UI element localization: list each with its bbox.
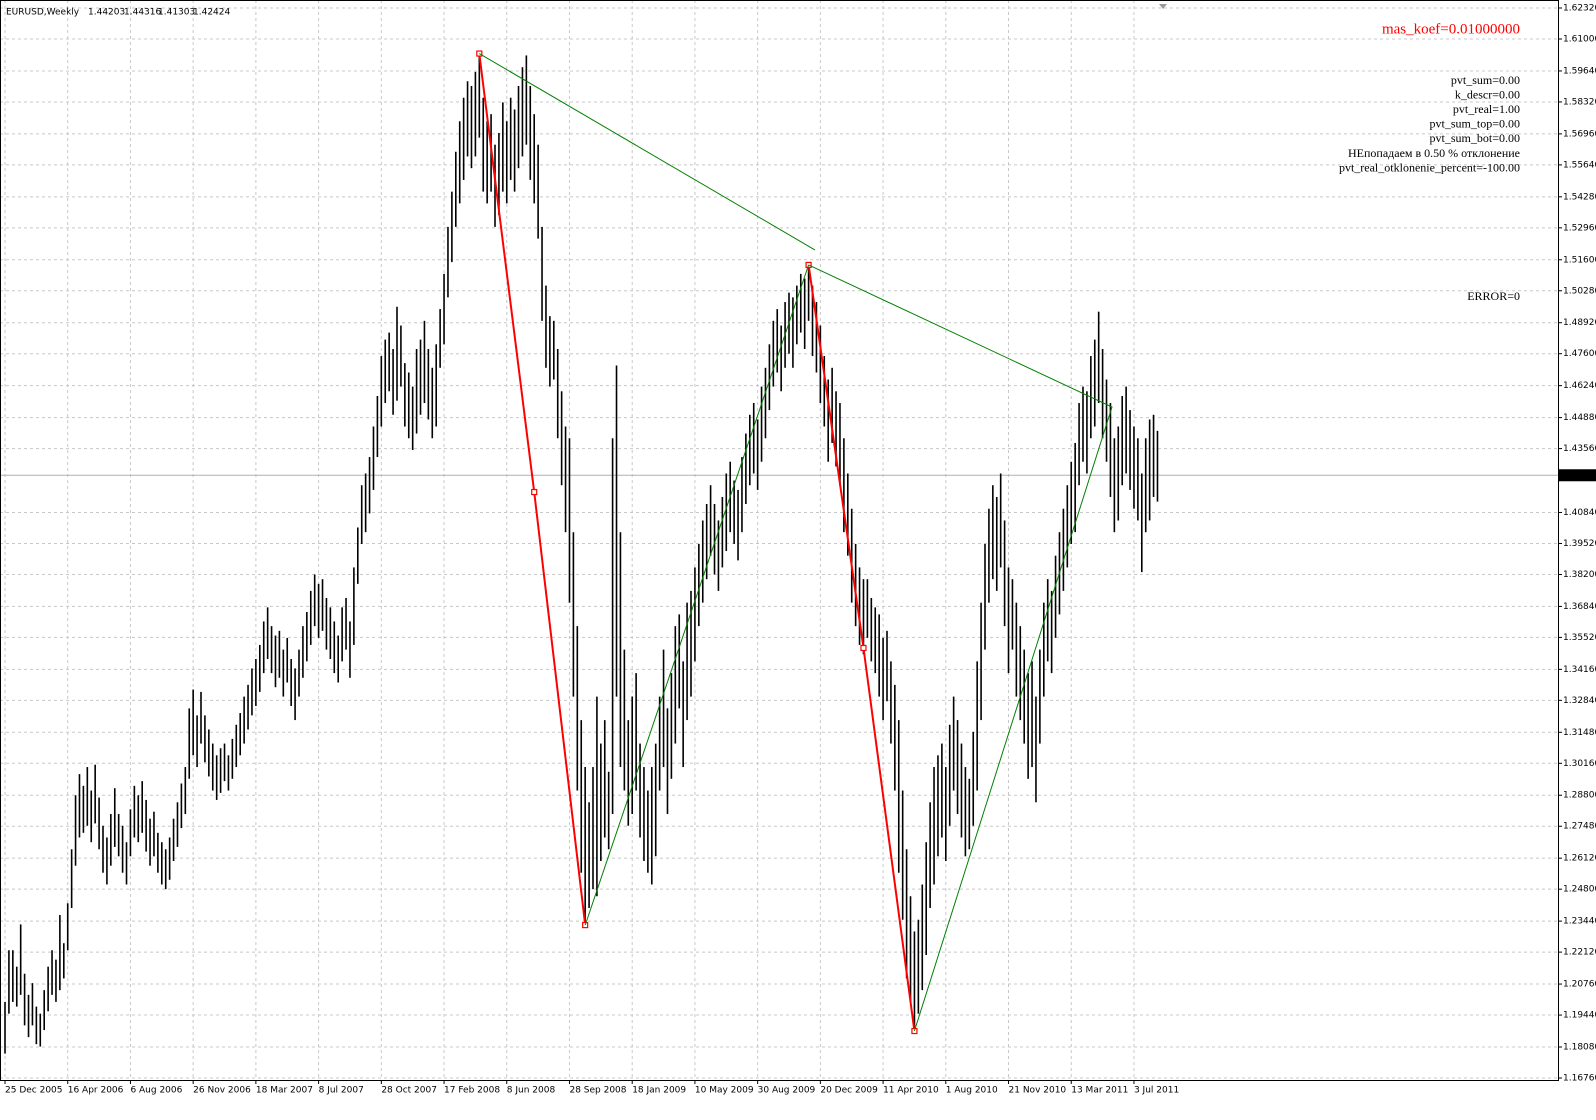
y-tick-label: 1.46240 xyxy=(1563,381,1596,391)
current-price-box xyxy=(1559,469,1596,482)
indicator-value: k_descr=0.00 xyxy=(1455,87,1520,101)
y-tick-label: 1.35520 xyxy=(1563,633,1596,643)
x-tick-label: 18 Jan 2009 xyxy=(632,1086,686,1096)
zigzag-point xyxy=(531,488,538,496)
y-tick-label: 1.36840 xyxy=(1563,602,1596,612)
x-tick-label: 28 Sep 2008 xyxy=(569,1086,626,1096)
x-tick-label: 8 Jul 2007 xyxy=(319,1086,364,1096)
x-tick-label: 25 Dec 2005 xyxy=(5,1086,63,1096)
zigzag-line xyxy=(584,264,810,926)
y-tick-label: 1.44880 xyxy=(1563,413,1596,423)
y-tick-label: 1.24800 xyxy=(1563,885,1596,895)
header: EURUSD,Weekly 1.44203 1.44316 1.41303 1.… xyxy=(6,8,230,18)
x-tick-label: 3 Jul 2011 xyxy=(1134,1086,1179,1096)
y-tick-label: 1.27480 xyxy=(1563,822,1596,832)
y-tick-label: 1.22120 xyxy=(1563,948,1596,958)
x-tick-label: 8 Jun 2008 xyxy=(507,1086,556,1096)
indicator-value: pvt_sum_top=0.00 xyxy=(1430,117,1520,131)
symbol-title: EURUSD,Weekly xyxy=(6,8,80,18)
y-tick-label: 1.48920 xyxy=(1563,318,1596,328)
y-tick-label: 1.43560 xyxy=(1563,444,1596,454)
y-tick-label: 1.32840 xyxy=(1563,696,1596,706)
x-tick-label: 30 Aug 2009 xyxy=(758,1086,816,1096)
zigzag-point xyxy=(860,644,867,652)
x-tick-label: 16 Apr 2006 xyxy=(68,1086,124,1096)
x-tick-label: 6 Aug 2006 xyxy=(130,1086,182,1096)
plot-frame xyxy=(0,0,1559,1081)
y-tick-label: 1.52960 xyxy=(1563,223,1596,233)
y-tick-label: 1.30160 xyxy=(1563,759,1596,769)
x-tick-label: 18 Mar 2007 xyxy=(256,1086,313,1096)
y-tick-label: 1.51600 xyxy=(1563,255,1596,265)
bars xyxy=(4,53,1159,1054)
mas-koef: mas_koef=0.01000000 xyxy=(1382,21,1520,37)
x-tick-label: 17 Feb 2008 xyxy=(444,1086,500,1096)
x-tick-label: 20 Dec 2009 xyxy=(820,1086,878,1096)
last-close: 1.42424 xyxy=(193,8,230,18)
last-low: 1.41303 xyxy=(158,8,195,18)
indicator-values: pvt_sum=0.00k_descr=0.00pvt_real=1.00pvt… xyxy=(1339,73,1520,175)
x-tick-label: 10 May 2009 xyxy=(695,1086,754,1096)
x-tick-label: 13 Mar 2011 xyxy=(1071,1086,1128,1096)
y-tick-label: 1.34160 xyxy=(1563,665,1596,675)
y-tick-label: 1.62320 xyxy=(1563,4,1596,14)
y-tick-label: 1.20760 xyxy=(1563,980,1596,990)
indicator-value: pvt_real=1.00 xyxy=(1453,102,1520,116)
y-tick-label: 1.18080 xyxy=(1563,1042,1596,1052)
y-tick-label: 1.58320 xyxy=(1563,97,1596,107)
x-tick-label: 28 Oct 2007 xyxy=(381,1086,437,1096)
y-tick-label: 1.26120 xyxy=(1563,854,1596,864)
last-open: 1.44203 xyxy=(88,8,125,18)
zigzag-line xyxy=(808,264,1113,1032)
zigzag-line xyxy=(479,53,816,251)
y-tick-label: 1.56960 xyxy=(1563,129,1596,139)
x-tick-label: 11 Apr 2010 xyxy=(883,1086,939,1096)
y-tick-label: 1.61000 xyxy=(1563,35,1596,45)
y-tick-label: 1.50280 xyxy=(1563,286,1596,296)
x-tick-label: 21 Nov 2010 xyxy=(1009,1086,1067,1096)
y-tick-label: 1.23440 xyxy=(1563,917,1596,927)
indicator-value: pvt_real_otklonenie_percent=-100.00 xyxy=(1339,160,1520,174)
indicator-value: pvt_sum_bot=0.00 xyxy=(1430,131,1520,145)
indicator-value: НЕпопадаем в 0.50 % отклонение xyxy=(1348,146,1520,160)
grid xyxy=(0,0,1558,1080)
y-tick-label: 1.38200 xyxy=(1563,570,1596,580)
shift-marker[interactable] xyxy=(1159,4,1167,9)
zigzag-point xyxy=(911,1027,918,1035)
indicator-value: pvt_sum=0.00 xyxy=(1451,73,1520,87)
y-tick-label: 1.28800 xyxy=(1563,791,1596,801)
y-tick-label: 1.47600 xyxy=(1563,349,1596,359)
error-label: ERROR=0 xyxy=(1467,289,1520,303)
zigzag-point xyxy=(476,50,483,57)
y-tick-label: 1.39520 xyxy=(1563,539,1596,549)
x-tick-label: 1 Aug 2010 xyxy=(946,1086,998,1096)
y-tick-label: 1.54280 xyxy=(1563,192,1596,202)
current-price-label: 1.42424 xyxy=(1562,471,1596,481)
y-tick-label: 1.59640 xyxy=(1563,66,1596,76)
y-tick-label: 1.31480 xyxy=(1563,728,1596,738)
last-high: 1.44316 xyxy=(124,8,161,18)
y-tick-label: 1.55640 xyxy=(1563,160,1596,170)
zigzag xyxy=(476,50,1113,1035)
zigzag-point xyxy=(582,922,589,929)
y-tick-label: 1.19440 xyxy=(1563,1011,1596,1021)
x-tick-label: 26 Nov 2006 xyxy=(193,1086,251,1096)
y-tick-label: 1.16760 xyxy=(1563,1074,1596,1084)
y-tick-label: 1.40840 xyxy=(1563,508,1596,518)
